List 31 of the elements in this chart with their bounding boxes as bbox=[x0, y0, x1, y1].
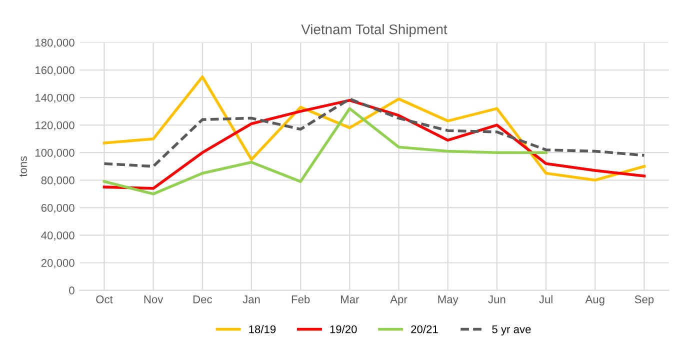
line-series bbox=[102, 98, 646, 168]
x-tick-label: Jul bbox=[539, 295, 552, 304]
line-series bbox=[102, 76, 646, 182]
y-tick-label: 40,000 bbox=[41, 231, 74, 241]
legend-label: 18/19 bbox=[249, 325, 276, 334]
x-tick-label: Jan bbox=[242, 296, 260, 304]
y-tick-label: 0 bbox=[69, 286, 74, 294]
x-tick-label: Oct bbox=[96, 295, 113, 304]
y-tick-label: 120,000 bbox=[36, 121, 74, 131]
legend-label: 5 yr ave bbox=[492, 325, 531, 336]
x-tick-label: Apr bbox=[390, 296, 408, 306]
x-tick-label: Jun bbox=[488, 296, 506, 304]
y-tick-label: 140,000 bbox=[36, 94, 74, 103]
y-tick-label: 100,000 bbox=[36, 148, 74, 158]
y-tick-label: 80,000 bbox=[41, 176, 74, 186]
chart-title: Vietnam Total Shipment bbox=[301, 24, 448, 38]
x-tick-label: Aug bbox=[585, 296, 604, 306]
x-tick-label: Sep bbox=[634, 295, 654, 306]
x-tick-label: Nov bbox=[144, 296, 164, 304]
y-axis-title: tons bbox=[20, 156, 27, 177]
y-tick-label: 60,000 bbox=[41, 204, 74, 214]
legend-label: 20/21 bbox=[411, 325, 438, 334]
line-series bbox=[102, 107, 548, 196]
x-tick-label: Feb bbox=[292, 295, 310, 304]
y-tick-label: 160,000 bbox=[36, 66, 74, 76]
legend-label: 19/20 bbox=[330, 325, 357, 334]
y-tick-label: 180,000 bbox=[36, 38, 74, 48]
x-tick-label: May bbox=[438, 296, 458, 306]
x-tick-label: Mar bbox=[341, 296, 360, 304]
x-tick-label: Dec bbox=[193, 296, 212, 304]
y-tick-label: 20,000 bbox=[41, 259, 74, 268]
